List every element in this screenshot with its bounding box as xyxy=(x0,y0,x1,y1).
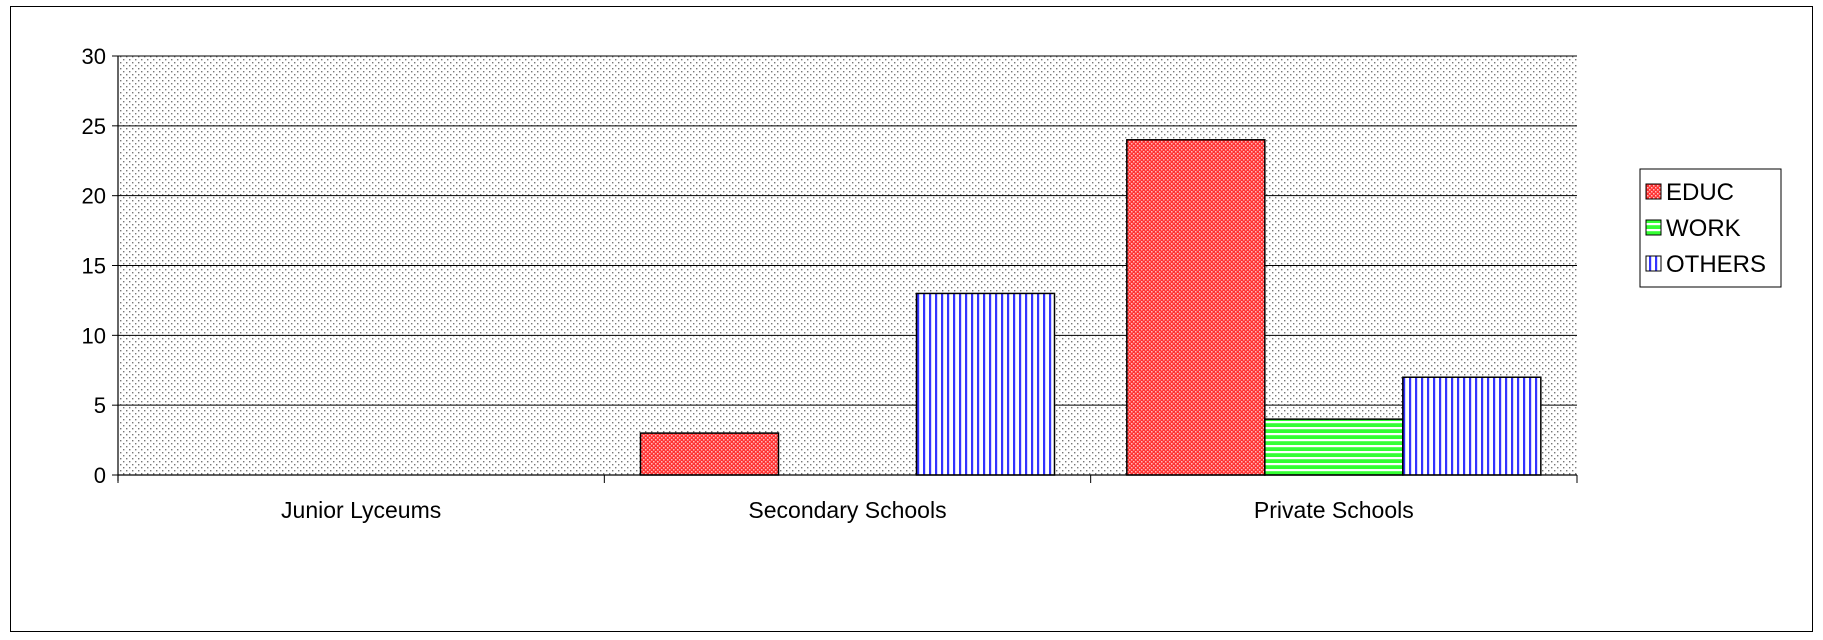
bar-educ-secondary-schools xyxy=(639,432,780,476)
bar-educ-private-schools xyxy=(1126,139,1266,476)
legend-label-others: OTHERS xyxy=(1666,251,1766,278)
bar-others-secondary-schools xyxy=(915,292,1056,476)
legend: EDUC WORK OTHERS xyxy=(1639,168,1782,288)
y-tick-label: 25 xyxy=(82,114,106,139)
legend-box xyxy=(1639,168,1782,288)
chart-frame: 0 5 10 15 20 25 30 Junior Lyceums Secondary Scho… xyxy=(10,6,1813,632)
bar-others-private-schools xyxy=(1402,376,1542,476)
y-tick-label: 5 xyxy=(94,393,106,418)
y-tick-label: 30 xyxy=(82,44,106,69)
legend-swatch-work xyxy=(1645,219,1662,236)
y-tick-label: 0 xyxy=(94,463,106,488)
y-tick-label: 10 xyxy=(82,323,106,348)
legend-label-work: WORK xyxy=(1666,215,1741,242)
x-tick-label-private-schools: Private Schools xyxy=(1254,497,1414,523)
legend-swatch-educ xyxy=(1645,183,1662,200)
legend-swatch-others xyxy=(1645,255,1662,272)
gridlines xyxy=(118,55,1577,406)
bars xyxy=(639,139,1542,476)
axes: 0 5 10 15 20 25 30 Junior Lyceums Secondary Scho… xyxy=(82,44,1578,523)
x-tick-label-junior-lyceums: Junior Lyceums xyxy=(281,497,441,523)
bar-work-private-schools xyxy=(1264,418,1404,476)
y-tick-label: 20 xyxy=(82,184,106,209)
y-tick-label: 15 xyxy=(82,254,106,279)
bar-chart: 0 5 10 15 20 25 30 Junior Lyceums Secondary Scho… xyxy=(82,44,1782,523)
x-tick-label-secondary-schools: Secondary Schools xyxy=(748,497,946,523)
legend-label-educ: EDUC xyxy=(1666,179,1734,206)
